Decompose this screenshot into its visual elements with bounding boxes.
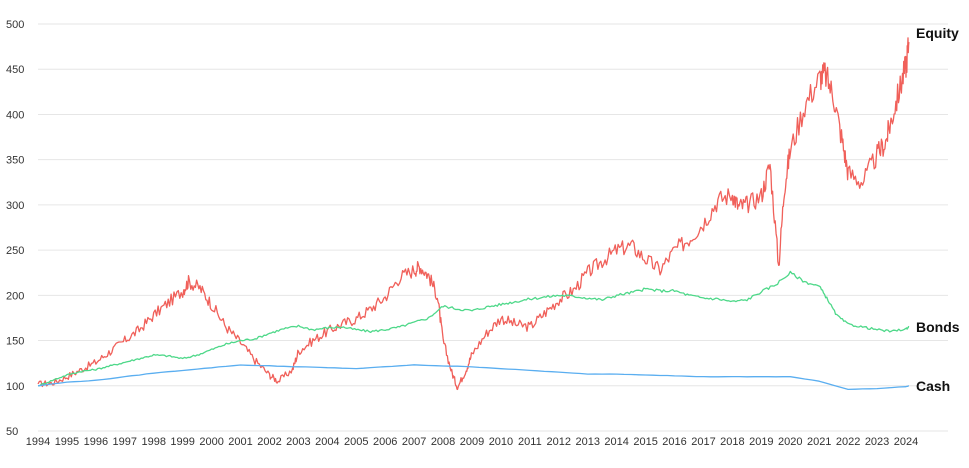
x-tick-label: 1997	[113, 436, 137, 448]
y-tick-label: 150	[6, 336, 24, 348]
y-tick-label: 50	[6, 426, 18, 438]
x-tick-label: 2020	[778, 436, 802, 448]
x-tick-label: 2014	[604, 436, 628, 448]
series-label-cash: Cash	[916, 378, 950, 394]
x-tick-label: 2013	[575, 436, 599, 448]
series-label-equity: Equity	[916, 25, 959, 41]
x-tick-label: 2002	[257, 436, 281, 448]
y-tick-label: 100	[6, 381, 24, 393]
x-tick-label: 1996	[84, 436, 108, 448]
y-tick-label: 200	[6, 290, 24, 302]
x-tick-label: 2007	[402, 436, 426, 448]
series-line-cash	[37, 364, 910, 391]
x-tick-label: 2003	[286, 436, 310, 448]
x-tick-label: 2006	[373, 436, 397, 448]
x-tick-label: 2021	[807, 436, 831, 448]
x-tick-label: 2012	[547, 436, 571, 448]
x-tick-label: 2008	[431, 436, 455, 448]
y-tick-label: 450	[6, 64, 24, 76]
series-label-bonds: Bonds	[916, 319, 960, 335]
y-tick-label: 250	[6, 245, 24, 257]
x-tick-label: 1999	[170, 436, 194, 448]
x-tick-label: 2010	[489, 436, 513, 448]
x-tick-label: 2001	[228, 436, 252, 448]
y-tick-label: 350	[6, 155, 24, 167]
x-tick-label: 2009	[460, 436, 484, 448]
x-tick-label: 2005	[344, 436, 368, 448]
x-tick-label: 2011	[518, 436, 542, 448]
grid-lines	[38, 23, 948, 432]
x-tick-label: 2017	[691, 436, 715, 448]
series-lines	[37, 37, 910, 391]
x-tick-label: 2023	[865, 436, 889, 448]
series-line-equity	[37, 37, 910, 391]
x-tick-label: 1998	[141, 436, 165, 448]
x-tick-label: 2004	[315, 436, 339, 448]
x-tick-label: 2018	[720, 436, 744, 448]
x-tick-label: 2019	[749, 436, 773, 448]
y-tick-label: 400	[6, 109, 24, 121]
x-tick-label: 2022	[836, 436, 860, 448]
y-axis: 50 100 150 200 250 300 350 400 450 500	[6, 19, 24, 438]
series-line-bonds	[37, 270, 910, 387]
x-tick-label: 2015	[633, 436, 657, 448]
y-tick-label: 300	[6, 200, 24, 212]
x-tick-label: 1995	[55, 436, 79, 448]
x-tick-label: 2016	[662, 436, 686, 448]
x-tick-label: 2024	[894, 436, 918, 448]
x-tick-label: 1994	[26, 436, 50, 448]
series-labels: Equity Bonds Cash	[916, 25, 960, 394]
y-tick-label: 500	[6, 19, 24, 31]
x-axis: 1994 1995 1996 1997 1998 1999 2000 2001 2002 2003…	[26, 436, 918, 448]
x-tick-label: 2000	[199, 436, 223, 448]
